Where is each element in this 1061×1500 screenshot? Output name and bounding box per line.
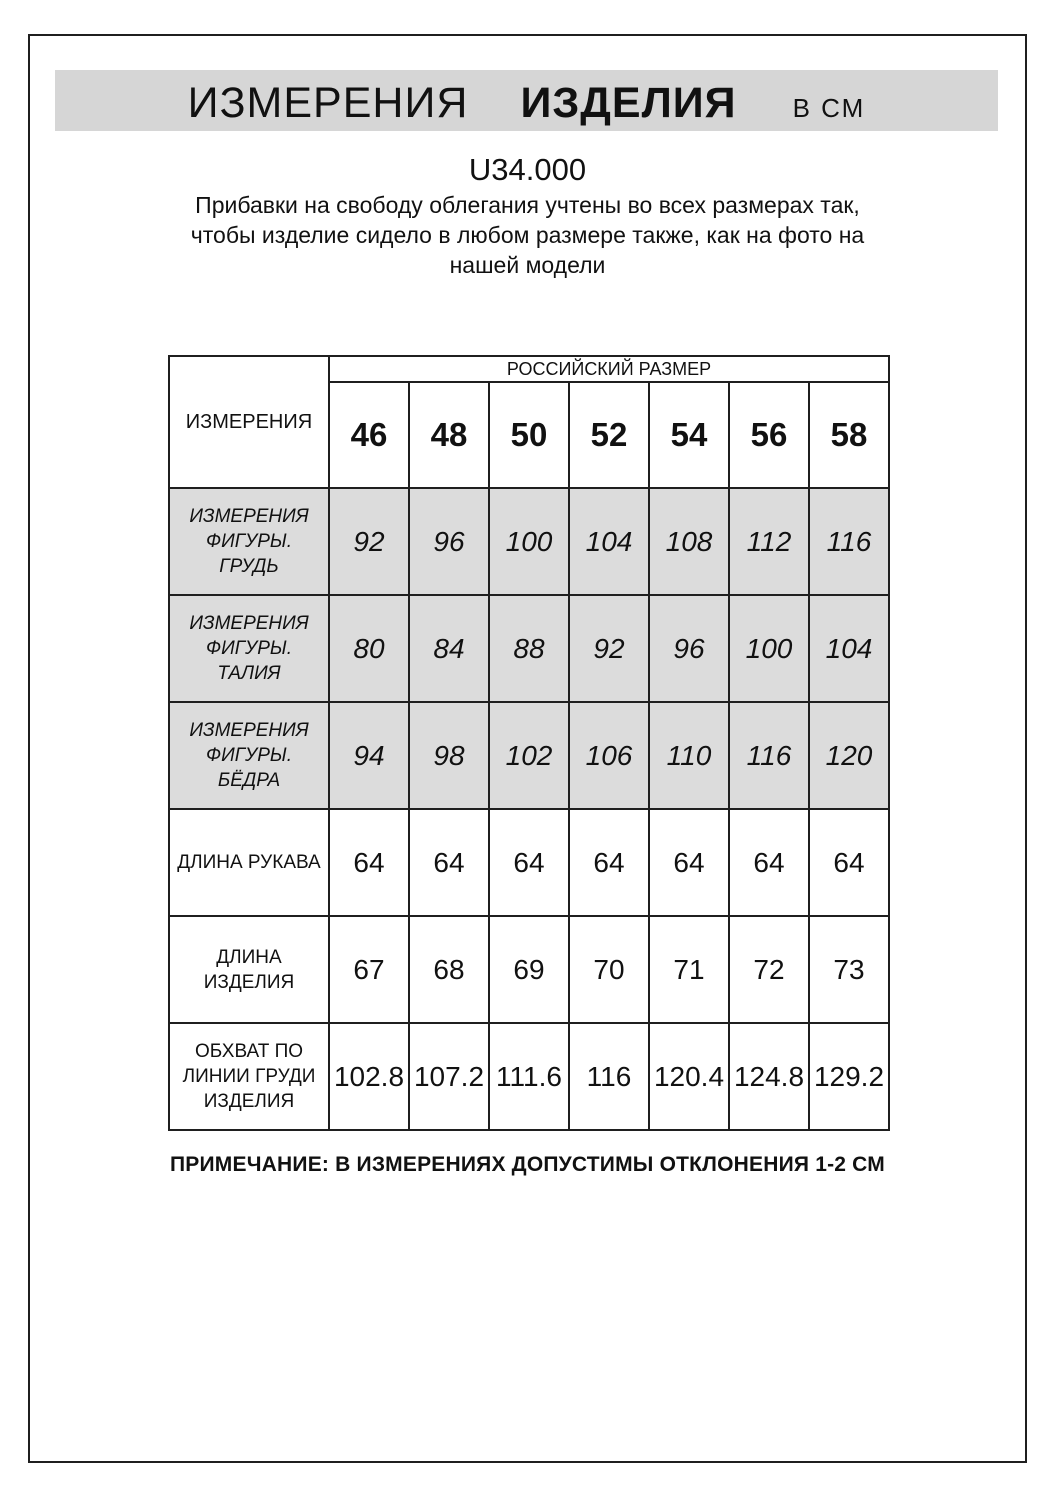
table-row: ИЗМЕРЕНИЯ ФИГУРЫ. ТАЛИЯ 80 84 88 92 96 100 104 — [168, 594, 890, 703]
cell-value: 68 — [408, 915, 490, 1024]
size-header-46: 46 — [328, 381, 410, 489]
size-header-58: 58 — [808, 381, 890, 489]
sizes-header-row: 46 48 50 52 54 56 58 — [169, 381, 890, 489]
cell-value: 64 — [648, 808, 730, 917]
row-label: ОБХВАТ ПО ЛИНИИ ГРУДИ ИЗДЕЛИЯ — [168, 1022, 330, 1131]
cell-value: 116 — [808, 487, 890, 596]
row-label: ДЛИНА РУКАВА — [168, 808, 330, 917]
size-header-56: 56 — [728, 381, 810, 489]
measurements-column-header: ИЗМЕРЕНИЯ — [168, 355, 330, 489]
cell-value: 96 — [408, 487, 490, 596]
row-label: ДЛИНА ИЗДЕЛИЯ — [168, 915, 330, 1024]
cell-value: 120 — [808, 701, 890, 810]
size-header-48: 48 — [408, 381, 490, 489]
cell-value: 96 — [648, 594, 730, 703]
cell-value: 80 — [328, 594, 410, 703]
cell-value: 100 — [728, 594, 810, 703]
cell-value: 84 — [408, 594, 490, 703]
russian-size-header: РОССИЙСКИЙ РАЗМЕР — [328, 355, 890, 383]
cell-value: 120.4 — [648, 1022, 730, 1131]
cell-value: 64 — [728, 808, 810, 917]
cell-value: 64 — [408, 808, 490, 917]
cell-value: 88 — [488, 594, 570, 703]
description-text: Прибавки на свободу облегания учтены во … — [190, 192, 865, 278]
cell-value: 104 — [808, 594, 890, 703]
cell-value: 70 — [568, 915, 650, 1024]
cell-value: 64 — [328, 808, 410, 917]
size-header-54: 54 — [648, 381, 730, 489]
title-banner: ИЗМЕРЕНИЯ ИЗДЕЛИЯ В СМ — [55, 70, 998, 131]
size-header-50: 50 — [488, 381, 570, 489]
cell-value: 116 — [568, 1022, 650, 1131]
cell-value: 111.6 — [488, 1022, 570, 1131]
row-label: ИЗМЕРЕНИЯ ФИГУРЫ. ТАЛИЯ — [168, 594, 330, 703]
note-text: ПРИМЕЧАНИЕ: В ИЗМЕРЕНИЯХ ДОПУСТИМЫ ОТКЛО… — [170, 1153, 885, 1176]
title-product: ИЗДЕЛИЯ — [520, 79, 737, 127]
table-row: ДЛИНА ИЗДЕЛИЯ 67 68 69 70 71 72 73 — [168, 915, 890, 1024]
cell-value: 124.8 — [728, 1022, 810, 1131]
table-row: ДЛИНА РУКАВА 64 64 64 64 64 64 64 — [168, 808, 890, 917]
row-label: ИЗМЕРЕНИЯ ФИГУРЫ. ГРУДЬ — [168, 487, 330, 596]
title-measurements: ИЗМЕРЕНИЯ — [187, 79, 469, 127]
cell-value: 129.2 — [808, 1022, 890, 1131]
cell-value: 92 — [568, 594, 650, 703]
cell-value: 102 — [488, 701, 570, 810]
cell-value: 71 — [648, 915, 730, 1024]
cell-value: 94 — [328, 701, 410, 810]
cell-value: 64 — [568, 808, 650, 917]
cell-value: 107.2 — [408, 1022, 490, 1131]
cell-value: 67 — [328, 915, 410, 1024]
table-row: ОБХВАТ ПО ЛИНИИ ГРУДИ ИЗДЕЛИЯ 102.8 107.2 1… — [168, 1022, 890, 1131]
page-frame: ИЗМЕРЕНИЯ ИЗДЕЛИЯ В СМ U34.000 Прибавки … — [28, 34, 1027, 1463]
cell-value: 64 — [808, 808, 890, 917]
size-table: ИЗМЕРЕНИЯ РОССИЙСКИЙ РАЗМЕР 46 48 50 52 54 56… — [168, 355, 890, 1131]
row-label: ИЗМЕРЕНИЯ ФИГУРЫ. БЁДРА — [168, 701, 330, 810]
cell-value: 69 — [488, 915, 570, 1024]
table-row: ИЗМЕРЕНИЯ ФИГУРЫ. ГРУДЬ 92 96 100 104 108 112 1… — [168, 487, 890, 596]
cell-value: 98 — [408, 701, 490, 810]
title-unit: В СМ — [792, 93, 866, 123]
page-title: ИЗМЕРЕНИЯ ИЗДЕЛИЯ В СМ — [188, 79, 866, 128]
cell-value: 104 — [568, 487, 650, 596]
cell-value: 102.8 — [328, 1022, 410, 1131]
size-header-52: 52 — [568, 381, 650, 489]
cell-value: 106 — [568, 701, 650, 810]
table-row: ИЗМЕРЕНИЯ ФИГУРЫ. БЁДРА 94 98 102 106 110 116 1… — [168, 701, 890, 810]
cell-value: 112 — [728, 487, 810, 596]
cell-value: 108 — [648, 487, 730, 596]
cell-value: 73 — [808, 915, 890, 1024]
cell-value: 110 — [648, 701, 730, 810]
article-code: U34.000 — [468, 152, 587, 187]
group-header-row: ИЗМЕРЕНИЯ РОССИЙСКИЙ РАЗМЕР — [168, 355, 890, 489]
cell-value: 100 — [488, 487, 570, 596]
cell-value: 116 — [728, 701, 810, 810]
cell-value: 64 — [488, 808, 570, 917]
cell-value: 92 — [328, 487, 410, 596]
cell-value: 72 — [728, 915, 810, 1024]
